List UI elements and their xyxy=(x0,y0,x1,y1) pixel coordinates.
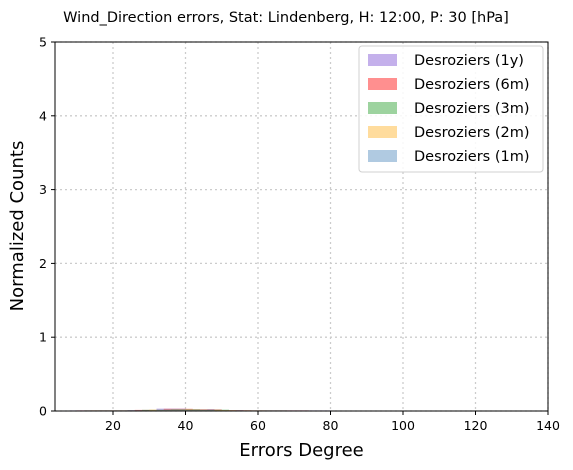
legend-label: Desroziers (6m) xyxy=(414,77,530,93)
y-tick-label: 1 xyxy=(39,330,47,345)
legend-box xyxy=(358,45,544,173)
x-tick-label: 120 xyxy=(464,418,488,433)
x-tick-label: 60 xyxy=(250,418,266,433)
legend-label: Desroziers (1y) xyxy=(414,53,524,69)
legend-swatch xyxy=(368,54,397,66)
legend-swatch xyxy=(368,102,397,114)
legend-label: Desroziers (1m) xyxy=(414,149,530,165)
x-axis-ticks: 20 40 60 80 100 120 140 xyxy=(105,411,560,433)
y-tick-label: 2 xyxy=(39,256,47,271)
legend-swatch xyxy=(368,78,397,90)
chart-title: Wind_Direction errors, Stat: Lindenberg,… xyxy=(63,10,509,26)
legend-swatch xyxy=(368,150,397,162)
legend-label: Desroziers (2m) xyxy=(414,125,530,141)
x-tick-label: 80 xyxy=(323,418,339,433)
y-tick-label: 3 xyxy=(39,182,47,197)
histogram-bar xyxy=(185,409,215,411)
y-axis-ticks: 0 1 2 3 4 5 xyxy=(39,35,55,419)
y-tick-label: 0 xyxy=(39,404,47,419)
x-tick-label: 20 xyxy=(105,418,121,433)
legend-label: Desroziers (3m) xyxy=(414,101,530,117)
legend: Desroziers (1y) Desroziers (6m) Desroziers… xyxy=(358,45,544,173)
x-tick-label: 40 xyxy=(178,418,194,433)
plot-frame xyxy=(54,41,549,412)
y-tick-label: 5 xyxy=(39,35,47,50)
legend-swatch xyxy=(368,126,397,138)
histogram-bar xyxy=(156,409,186,411)
y-tick-label: 4 xyxy=(39,108,47,123)
x-tick-label: 140 xyxy=(536,418,560,433)
x-tick-label: 100 xyxy=(391,418,415,433)
x-axis-label: Errors Degree xyxy=(239,440,364,461)
y-axis-label: Normalized Counts xyxy=(7,141,28,312)
